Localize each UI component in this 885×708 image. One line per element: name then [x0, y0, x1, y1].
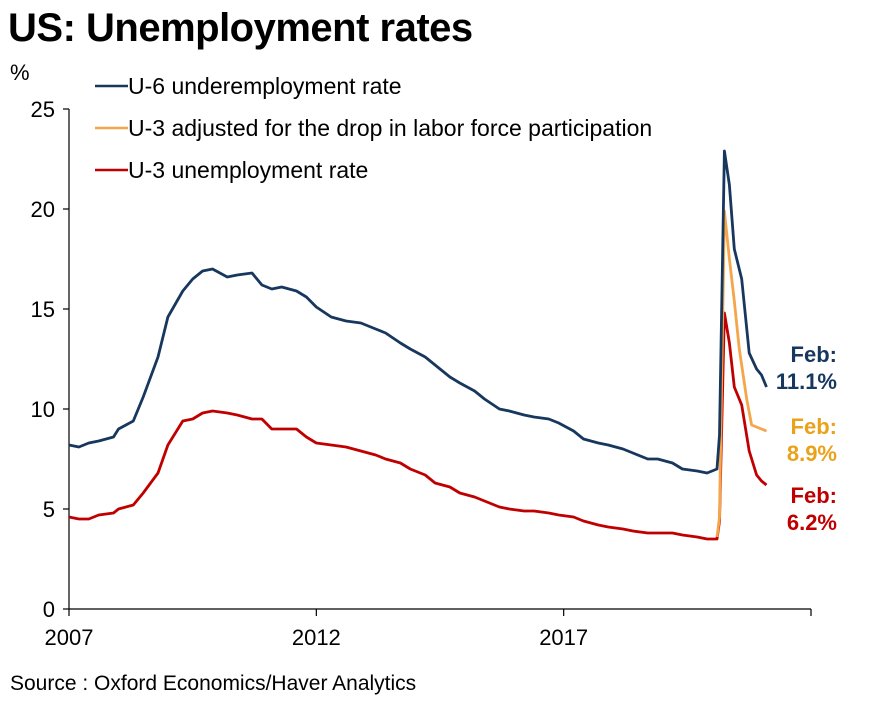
end-label-value-1: 8.9% [787, 441, 837, 466]
end-label-value-0: 11.1% [776, 369, 837, 394]
x-ticks: 2007 2012 2017 [45, 609, 812, 650]
end-label-title-1: Feb: [791, 414, 837, 439]
legend-label-0: U-6 underemployment rate [128, 73, 402, 99]
legend-label-1: U-3 adjusted for the drop in labor force… [128, 115, 652, 141]
y-tick-label: 20 [31, 197, 55, 222]
end-label-title-0: Feb: [791, 342, 837, 367]
series-line-2 [68, 311, 768, 541]
x-tick-label: 2012 [292, 625, 341, 650]
y-tick-label: 5 [43, 497, 55, 522]
y-tick-label: 0 [43, 597, 55, 622]
end-label-title-2: Feb: [791, 483, 837, 508]
end-label-value-2: 6.2% [787, 510, 837, 535]
y-axis-unit-label: % [10, 60, 30, 85]
series-lines [68, 149, 768, 541]
legend-label-2: U-3 unemployment rate [128, 157, 368, 183]
source-note: Source : Oxford Economics/Haver Analytic… [10, 672, 417, 695]
x-tick-label: 2017 [539, 625, 588, 650]
y-tick-label: 10 [31, 397, 55, 422]
x-tick-label: 2007 [45, 625, 94, 650]
legend: U-6 underemployment rate U-3 adjusted for… [95, 73, 652, 183]
y-tick-label: 25 [31, 97, 55, 122]
chart-title: US: Unemployment rates [8, 6, 473, 50]
end-labels: Feb:11.1%Feb:8.9%Feb:6.2% [776, 342, 837, 535]
y-ticks: 0 5 10 15 20 25 [31, 97, 69, 622]
y-tick-label: 15 [31, 297, 55, 322]
series-line-0 [68, 149, 768, 475]
